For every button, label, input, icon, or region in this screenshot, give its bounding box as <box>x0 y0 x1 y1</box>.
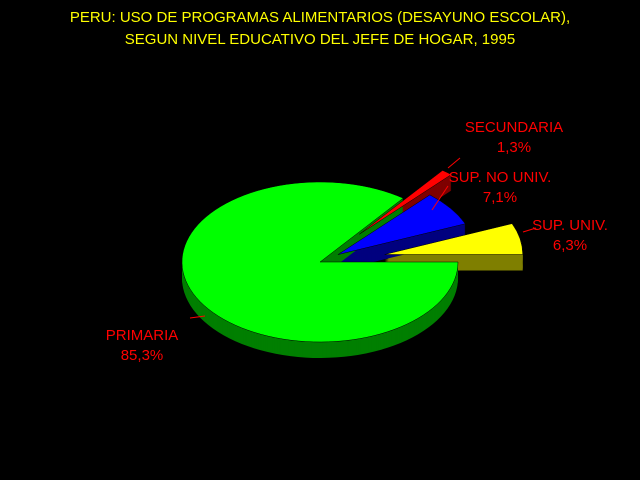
slice-value-label: 6,3% <box>553 237 587 254</box>
chart-title: PERU: USO DE PROGRAMAS ALIMENTARIOS (DES… <box>70 9 570 26</box>
slice <box>384 223 523 255</box>
leader-line <box>431 185 449 211</box>
slice-value-label: 85,3% <box>121 347 164 364</box>
slice-label: PRIMARIA <box>106 327 179 344</box>
slice <box>181 181 459 343</box>
leader-line <box>522 227 537 233</box>
slice <box>337 194 466 255</box>
chart-title: SEGUN NIVEL EDUCATIVO DEL JEFE DE HOGAR,… <box>125 31 515 48</box>
slice-label: SUP. UNIV. <box>532 217 608 234</box>
slice-label: SECUNDARIA <box>465 119 563 136</box>
leader-line <box>189 315 206 319</box>
slice-value-label: 1,3% <box>497 139 531 156</box>
slice <box>359 170 452 235</box>
leader-line <box>447 157 461 169</box>
slice-value-label: 7,1% <box>483 189 517 206</box>
slice-label: SUP. NO UNIV. <box>449 169 552 186</box>
